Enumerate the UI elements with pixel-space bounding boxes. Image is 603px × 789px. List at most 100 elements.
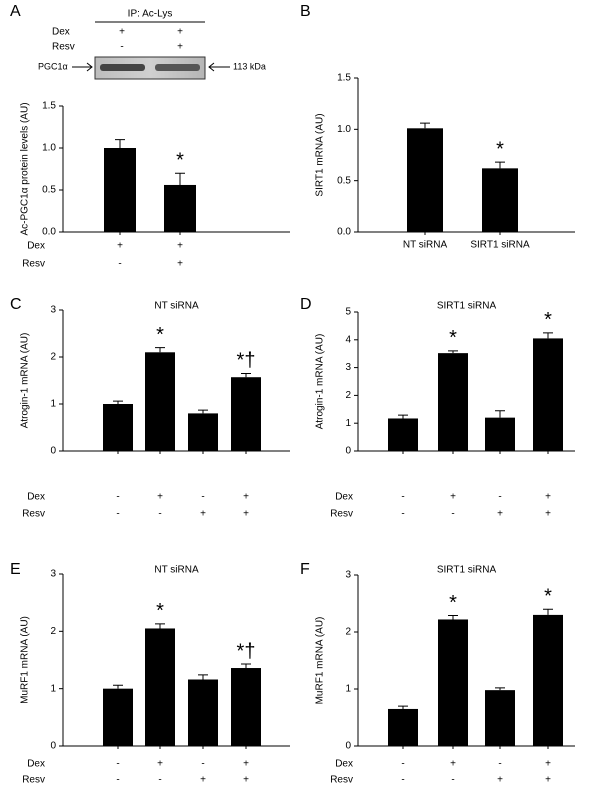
- y-tick-label: 0: [345, 741, 351, 752]
- bar: [104, 148, 136, 232]
- condition-value: -: [116, 759, 119, 770]
- y-tick-label: 0: [345, 446, 351, 457]
- error-bar: [155, 623, 165, 629]
- significance-marker: *: [496, 138, 504, 160]
- y-tick-label: 1.0: [42, 143, 56, 154]
- blot-band: [100, 64, 145, 71]
- error-bar: [113, 684, 123, 689]
- condition-value: +: [243, 492, 249, 503]
- panel-letter: D: [300, 296, 312, 313]
- error-bar: [495, 161, 505, 169]
- significance-marker: *: [449, 592, 457, 614]
- condition-label: Resv: [22, 509, 45, 520]
- blot-row-label: Resv: [52, 42, 75, 53]
- y-tick-label: 5: [345, 307, 351, 318]
- condition-value: +: [450, 492, 456, 503]
- condition-label: Dex: [335, 492, 353, 503]
- condition-label: Resv: [22, 259, 45, 270]
- y-tick-label: 0: [50, 446, 56, 457]
- y-tick-label: 0.5: [337, 175, 351, 186]
- bar: [485, 417, 515, 451]
- condition-value: -: [158, 509, 161, 520]
- bar: [103, 404, 133, 451]
- bar: [164, 184, 196, 232]
- bar: [482, 168, 518, 232]
- y-tick-label: 2: [345, 627, 351, 638]
- panel-letter: B: [300, 3, 311, 20]
- y-axis-label: MuRF1 mRNA (AU): [315, 617, 326, 705]
- error-bar: [198, 674, 208, 680]
- y-tick-label: 1.0: [337, 124, 351, 135]
- condition-value: +: [545, 492, 551, 503]
- panel-letter: F: [300, 561, 310, 578]
- y-tick-label: 3: [345, 362, 351, 373]
- condition-label: Resv: [22, 775, 45, 786]
- y-axis-label: Atrogin-1 mRNA (AU): [315, 334, 326, 430]
- y-axis-label: SIRT1 mRNA (AU): [315, 113, 326, 196]
- x-tick-label: NT siRNA: [403, 240, 448, 251]
- condition-value: -: [498, 492, 501, 503]
- condition-value: -: [401, 759, 404, 770]
- condition-value: +: [200, 509, 206, 520]
- panel-title: NT siRNA: [154, 301, 199, 312]
- y-tick-label: 2: [50, 352, 56, 363]
- y-tick-label: 2: [50, 626, 56, 637]
- error-bar: [241, 372, 251, 378]
- y-tick-label: 1.5: [42, 101, 56, 112]
- condition-value: +: [200, 775, 206, 786]
- bar: [485, 690, 515, 746]
- bar: [438, 353, 468, 451]
- condition-label: Dex: [27, 241, 45, 252]
- y-tick-label: 0.0: [337, 227, 351, 238]
- bar: [188, 413, 218, 451]
- condition-value: -: [401, 775, 404, 786]
- error-bar: [420, 122, 430, 129]
- condition-value: +: [497, 509, 503, 520]
- y-tick-label: 1: [50, 399, 56, 410]
- error-bar: [448, 350, 458, 354]
- error-bar: [495, 410, 505, 418]
- error-bar: [398, 705, 408, 709]
- condition-value: -: [401, 492, 404, 503]
- bar: [388, 708, 418, 746]
- significance-marker: *: [544, 585, 552, 607]
- condition-value: -: [451, 775, 454, 786]
- blot-arrow: [72, 62, 93, 72]
- significance-marker: *: [156, 324, 164, 346]
- bar: [188, 679, 218, 746]
- error-bar: [495, 687, 505, 691]
- bar: [533, 338, 563, 451]
- bar: [231, 668, 261, 746]
- condition-value: +: [545, 759, 551, 770]
- condition-label: Resv: [330, 775, 353, 786]
- error-bar: [543, 332, 553, 339]
- condition-value: +: [157, 759, 163, 770]
- condition-value: -: [201, 492, 204, 503]
- significance-marker: *†: [237, 350, 256, 372]
- bar: [145, 628, 175, 746]
- y-tick-label: 1.5: [337, 73, 351, 84]
- panel-title: SIRT1 siRNA: [437, 301, 497, 312]
- y-axis-label: Atrogin-1 mRNA (AU): [20, 333, 31, 429]
- condition-value: +: [450, 759, 456, 770]
- blot-band-label: PGC1α: [38, 61, 68, 71]
- condition-value: -: [116, 509, 119, 520]
- error-bar: [398, 414, 408, 419]
- blot-band: [155, 64, 200, 71]
- y-tick-label: 4: [345, 334, 351, 345]
- condition-value: -: [498, 759, 501, 770]
- condition-value: +: [243, 759, 249, 770]
- y-tick-label: 3: [50, 305, 56, 316]
- bar: [145, 352, 175, 451]
- panel-letter: C: [10, 296, 22, 313]
- condition-value: -: [116, 775, 119, 786]
- error-bar: [113, 400, 123, 404]
- condition-value: +: [243, 775, 249, 786]
- error-bar: [543, 608, 553, 615]
- condition-label: Dex: [335, 759, 353, 770]
- condition-value: -: [116, 492, 119, 503]
- y-tick-label: 0: [50, 741, 56, 752]
- y-tick-label: 0.0: [42, 227, 56, 238]
- panel-title: SIRT1 siRNA: [437, 565, 497, 576]
